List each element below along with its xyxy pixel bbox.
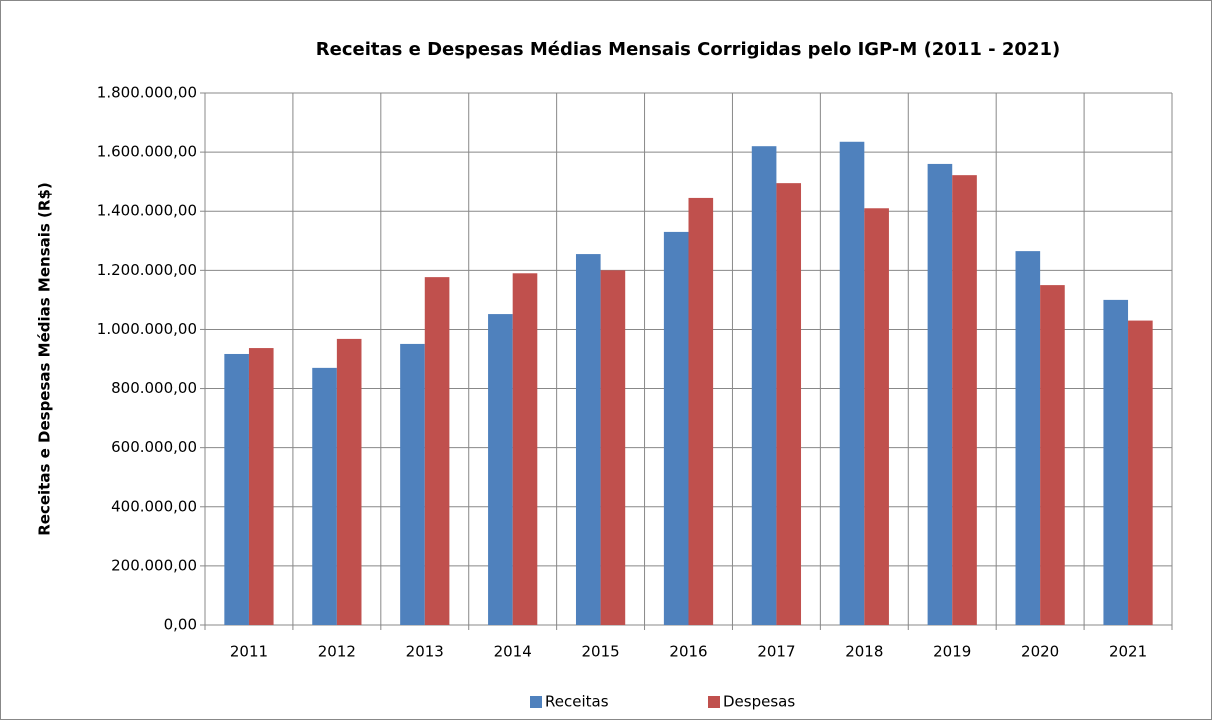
legend-swatch [530, 696, 542, 708]
bar [927, 163, 953, 625]
bar [864, 208, 889, 625]
y-tick-label: 1.400.000,00 [97, 202, 197, 220]
x-tick-label: 2013 [406, 643, 444, 661]
bar [248, 348, 274, 625]
x-tick-label: 2021 [1109, 643, 1147, 661]
legend-swatch [708, 696, 720, 708]
x-tick-label: 2016 [669, 643, 707, 661]
y-tick-label: 1.600.000,00 [97, 143, 197, 161]
chart-title: Receitas e Despesas Médias Mensais Corri… [316, 39, 1060, 60]
bar [600, 270, 626, 625]
bar [952, 175, 977, 626]
bar [1128, 320, 1153, 625]
bar [336, 338, 362, 625]
y-axis-label: Receitas e Despesas Médias Mensais (R$) [36, 182, 54, 536]
x-tick-label: 2019 [933, 643, 971, 661]
y-tick-label: 600.000,00 [111, 438, 197, 456]
bar [688, 197, 714, 625]
legend-label: Receitas [545, 693, 609, 711]
bar [424, 277, 450, 625]
y-tick-label: 800.000,00 [111, 379, 197, 397]
bar [512, 273, 538, 625]
x-tick-label: 2014 [494, 643, 532, 661]
bar [400, 343, 425, 625]
bar [1103, 299, 1129, 625]
bar [663, 231, 689, 625]
bar [488, 314, 513, 625]
legend-label: Despesas [723, 693, 795, 711]
y-tick-label: 400.000,00 [111, 497, 197, 515]
bar [224, 353, 249, 625]
y-tick-label: 1.800.000,00 [97, 84, 197, 102]
y-tick-label: 0,00 [164, 616, 197, 634]
bar [751, 146, 777, 625]
y-tick-label: 200.000,00 [111, 556, 197, 574]
bar [575, 254, 601, 626]
x-tick-label: 2011 [230, 643, 268, 661]
bar [776, 183, 802, 625]
x-tick-label: 2018 [845, 643, 883, 661]
x-tick-label: 2012 [318, 643, 356, 661]
y-tick-label: 1.000.000,00 [97, 320, 197, 338]
x-tick-label: 2015 [581, 643, 619, 661]
bar [1040, 285, 1065, 625]
y-tick-label: 1.200.000,00 [97, 261, 197, 279]
bar [1015, 251, 1041, 625]
bar [839, 141, 865, 625]
x-tick-label: 2017 [757, 643, 795, 661]
bar [312, 367, 337, 625]
x-tick-label: 2020 [1021, 643, 1059, 661]
